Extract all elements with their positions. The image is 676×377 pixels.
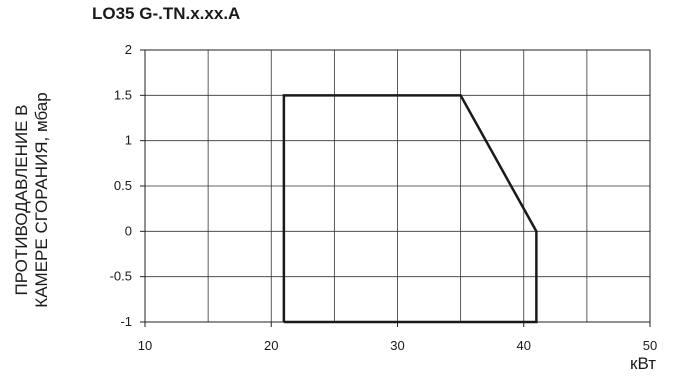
grid	[144, 49, 651, 323]
chart-title: LO35 G-.TN.x.xx.A	[92, 4, 241, 23]
y-tick-label: 2	[125, 42, 132, 57]
x-tick-label: 20	[264, 338, 278, 353]
x-tick-label: 50	[643, 338, 657, 353]
x-tick-label: 30	[390, 338, 404, 353]
series-line	[282, 94, 538, 324]
y-tick-label: 0	[125, 223, 132, 238]
x-tick-label: 10	[138, 338, 152, 353]
y-tick-label: 0.5	[114, 178, 132, 193]
y-tick-label: -0.5	[110, 269, 132, 284]
y-tick-label: 1	[125, 133, 132, 148]
x-axis-label: кВт	[630, 354, 656, 373]
y-tick-label: 1.5	[114, 87, 132, 102]
x-tick-label: 40	[517, 338, 531, 353]
series-layer	[282, 94, 538, 324]
y-tick-label: -1	[120, 314, 132, 329]
ticks: -1 -0.5 0 0.5 1 1.5 2 10 20 30 40 50	[110, 42, 658, 353]
